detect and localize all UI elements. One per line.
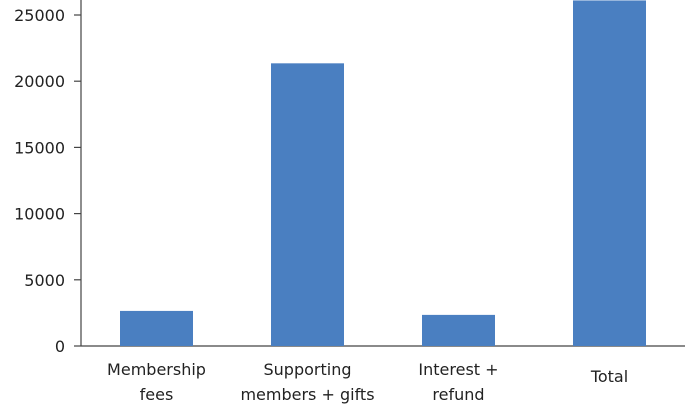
x-tick-label: Interest + refund [418, 360, 498, 404]
y-tick-label: 25000 [14, 6, 65, 25]
x-tick-label: Supporting members + gifts [240, 360, 374, 404]
x-tick-label-line: fees [140, 385, 174, 404]
y-axis: 0 5000 10000 15000 20000 25000 [14, 0, 82, 356]
x-tick-label-line: Total [590, 367, 628, 386]
bar [120, 310, 193, 346]
y-tick-label: 5000 [24, 271, 65, 290]
x-tick-label: Membership fees [107, 360, 206, 404]
y-tick-label: 0 [55, 337, 65, 356]
x-tick-label-line: Supporting [264, 360, 352, 379]
x-tick-label-line: refund [432, 385, 484, 404]
bars [120, 0, 646, 347]
x-tick-label: Total [590, 367, 628, 386]
x-tick-label-line: members + gifts [240, 385, 374, 404]
bar [271, 63, 344, 347]
x-tick-label-line: Interest + [418, 360, 498, 379]
x-tick-label-line: Membership [107, 360, 206, 379]
category-labels: Membership fees Supporting members + gifts I… [107, 360, 628, 404]
y-tick-label: 20000 [14, 72, 65, 91]
y-tick-label: 10000 [14, 205, 65, 224]
y-tick-label: 15000 [14, 138, 65, 157]
bar [422, 314, 495, 346]
bar [573, 0, 646, 346]
